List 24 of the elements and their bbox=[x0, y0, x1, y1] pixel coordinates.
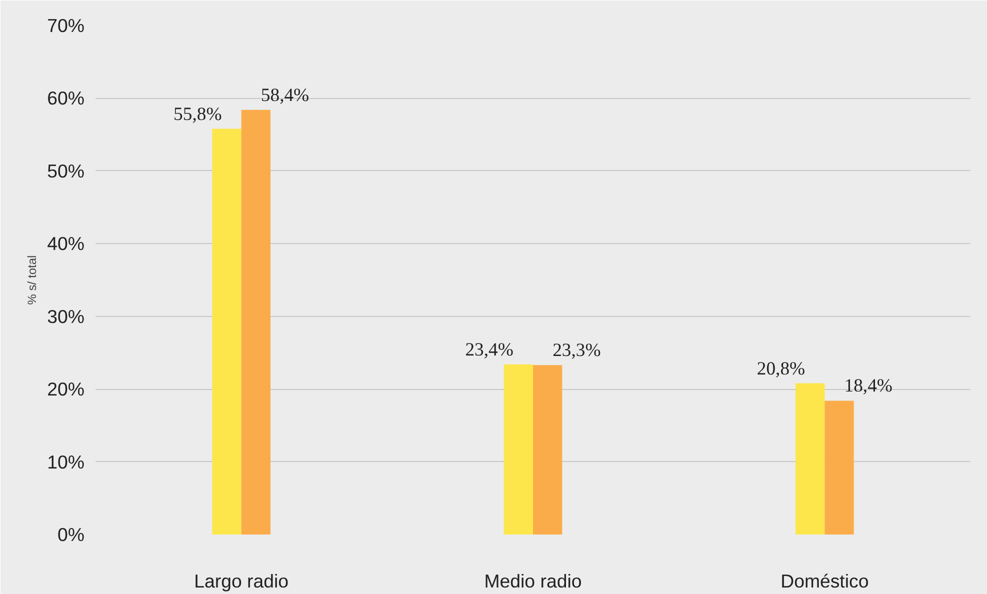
data-label: 23,3% bbox=[552, 340, 601, 362]
bar bbox=[241, 110, 270, 534]
bar bbox=[796, 383, 825, 534]
y-tick-label: 10% bbox=[47, 451, 85, 472]
y-tick-label: 50% bbox=[47, 160, 85, 182]
y-tick-label: 40% bbox=[47, 233, 85, 254]
y-tick-label: 20% bbox=[47, 378, 85, 400]
y-tick-label: 60% bbox=[47, 88, 85, 109]
y-tick-label: 30% bbox=[47, 306, 85, 327]
y-tick-label: 0% bbox=[58, 524, 85, 545]
data-label: 20,8% bbox=[756, 358, 806, 380]
y-axis-title: % s/ total bbox=[25, 255, 40, 305]
x-tick-label: Doméstico bbox=[780, 570, 869, 592]
bar bbox=[824, 400, 854, 534]
data-label: 55,8% bbox=[174, 104, 222, 125]
data-label: 23,4% bbox=[465, 339, 514, 360]
bar bbox=[504, 364, 533, 534]
y-tick-label: 70% bbox=[47, 15, 85, 36]
x-tick-label: Medio radio bbox=[484, 570, 582, 592]
x-tick-label: Largo radio bbox=[194, 570, 289, 592]
bar bbox=[533, 365, 562, 534]
data-label: 58,4% bbox=[260, 84, 310, 106]
bar bbox=[212, 128, 242, 534]
data-label: 18,4% bbox=[844, 376, 892, 397]
